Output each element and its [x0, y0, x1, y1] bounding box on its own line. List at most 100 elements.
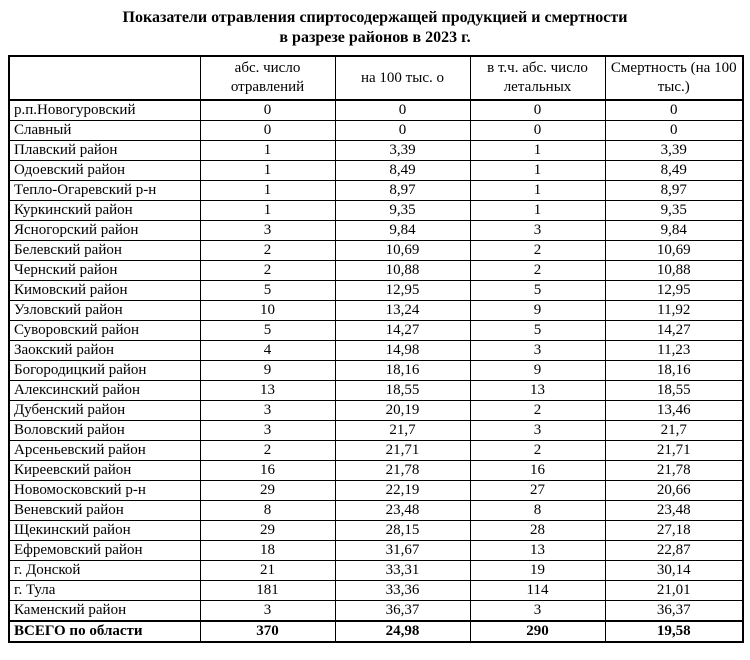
value-cell: 370 [199, 619, 336, 643]
value-cell: 5 [469, 279, 606, 301]
value-cell: 27 [469, 479, 606, 501]
column-header-4: Смертность (на 100 тыс.) [604, 55, 744, 101]
value-cell: 24,98 [334, 619, 471, 643]
value-cell: 22,19 [334, 479, 471, 501]
table-row: Воловский район 3 21,7 3 21,7 [8, 419, 744, 441]
value-cell: 9 [469, 299, 606, 321]
value-cell: 8,97 [334, 179, 471, 201]
value-cell: 27,18 [604, 519, 744, 541]
total-label: ВСЕГО по области [8, 619, 201, 643]
value-cell: 0 [604, 99, 744, 121]
value-cell: 8 [199, 499, 336, 521]
district-name: Заокский район [8, 339, 201, 361]
value-cell: 2 [199, 439, 336, 461]
value-cell: 9,35 [334, 199, 471, 221]
value-cell: 0 [469, 99, 606, 121]
value-cell: 36,37 [604, 599, 744, 622]
value-cell: 1 [469, 139, 606, 161]
table-row: Богородицкий район 9 18,16 9 18,16 [8, 359, 744, 381]
value-cell: 3 [199, 599, 336, 622]
table-row: Щекинский район 29 28,15 28 27,18 [8, 519, 744, 541]
value-cell: 28,15 [334, 519, 471, 541]
district-name: г. Донской [8, 559, 201, 581]
value-cell: 11,92 [604, 299, 744, 321]
value-cell: 18 [199, 539, 336, 561]
table-row: Новомосковский р-н 29 22,19 27 20,66 [8, 479, 744, 501]
value-cell: 13,46 [604, 399, 744, 421]
value-cell: 2 [469, 239, 606, 261]
district-name: Кимовский район [8, 279, 201, 301]
value-cell: 1 [199, 159, 336, 181]
value-cell: 8,97 [604, 179, 744, 201]
value-cell: 19,58 [604, 619, 744, 643]
value-cell: 9 [199, 359, 336, 381]
page-title: Показатели отравления спиртосодержащей п… [0, 8, 750, 49]
table-row: Узловский район 10 13,24 9 11,92 [8, 299, 744, 321]
value-cell: 21,7 [604, 419, 744, 441]
value-cell: 14,27 [334, 319, 471, 341]
district-name: Щекинский район [8, 519, 201, 541]
table-row: г. Донской 21 33,31 19 30,14 [8, 559, 744, 581]
column-header-3: в т.ч. абс. число летальных [469, 55, 606, 101]
value-cell: 3 [199, 419, 336, 441]
table-row: Тепло-Огаревский р-н 1 8,97 1 8,97 [8, 179, 744, 201]
value-cell: 13,24 [334, 299, 471, 321]
value-cell: 18,16 [334, 359, 471, 381]
value-cell: 4 [199, 339, 336, 361]
table-row: Веневский район 8 23,48 8 23,48 [8, 499, 744, 521]
table-row: Куркинский район 1 9,35 1 9,35 [8, 199, 744, 221]
value-cell: 21,78 [334, 459, 471, 481]
value-cell: 21,71 [334, 439, 471, 461]
value-cell: 5 [199, 319, 336, 341]
value-cell: 5 [199, 279, 336, 301]
value-cell: 14,98 [334, 339, 471, 361]
value-cell: 1 [199, 199, 336, 221]
table-row: Каменский район 3 36,37 3 36,37 [8, 599, 744, 622]
district-name: Узловский район [8, 299, 201, 321]
value-cell: 29 [199, 519, 336, 541]
value-cell: 10 [199, 299, 336, 321]
value-cell: 13 [469, 379, 606, 401]
value-cell: 33,31 [334, 559, 471, 581]
value-cell: 3 [469, 339, 606, 361]
value-cell: 13 [469, 539, 606, 561]
value-cell: 22,87 [604, 539, 744, 561]
value-cell: 8,49 [334, 159, 471, 181]
value-cell: 0 [199, 119, 336, 141]
table-row: Славный 0 0 0 0 [8, 119, 744, 141]
district-name: Плавский район [8, 139, 201, 161]
value-cell: 10,69 [334, 239, 471, 261]
value-cell: 0 [469, 119, 606, 141]
value-cell: 18,55 [604, 379, 744, 401]
value-cell: 0 [334, 99, 471, 121]
value-cell: 18,16 [604, 359, 744, 381]
district-name: Киреевский район [8, 459, 201, 481]
total-row: ВСЕГО по области 370 24,98 290 19,58 [8, 619, 744, 643]
value-cell: 1 [469, 179, 606, 201]
value-cell: 21,7 [334, 419, 471, 441]
value-cell: 21 [199, 559, 336, 581]
district-name: Богородицкий район [8, 359, 201, 381]
column-header-2: на 100 тыс. о [334, 55, 471, 101]
title-line-2: в разрезе районов в 2023 г. [279, 29, 471, 47]
value-cell: 290 [469, 619, 606, 643]
table-row: Киреевский район 16 21,78 16 21,78 [8, 459, 744, 481]
table-row: Ясногорский район 3 9,84 3 9,84 [8, 219, 744, 241]
district-name: Веневский район [8, 499, 201, 521]
value-cell: 10,88 [334, 259, 471, 281]
value-cell: 12,95 [604, 279, 744, 301]
value-cell: 2 [469, 259, 606, 281]
district-name: г. Тула [8, 579, 201, 601]
district-name: Дубенский район [8, 399, 201, 421]
value-cell: 1 [469, 199, 606, 221]
value-cell: 20,19 [334, 399, 471, 421]
table-row: Ефремовский район 18 31,67 13 22,87 [8, 539, 744, 561]
value-cell: 9,35 [604, 199, 744, 221]
table-row: Арсеньевский район 2 21,71 2 21,71 [8, 439, 744, 461]
table-row: Чернский район 2 10,88 2 10,88 [8, 259, 744, 281]
column-header-0 [8, 55, 201, 101]
district-name: Воловский район [8, 419, 201, 441]
